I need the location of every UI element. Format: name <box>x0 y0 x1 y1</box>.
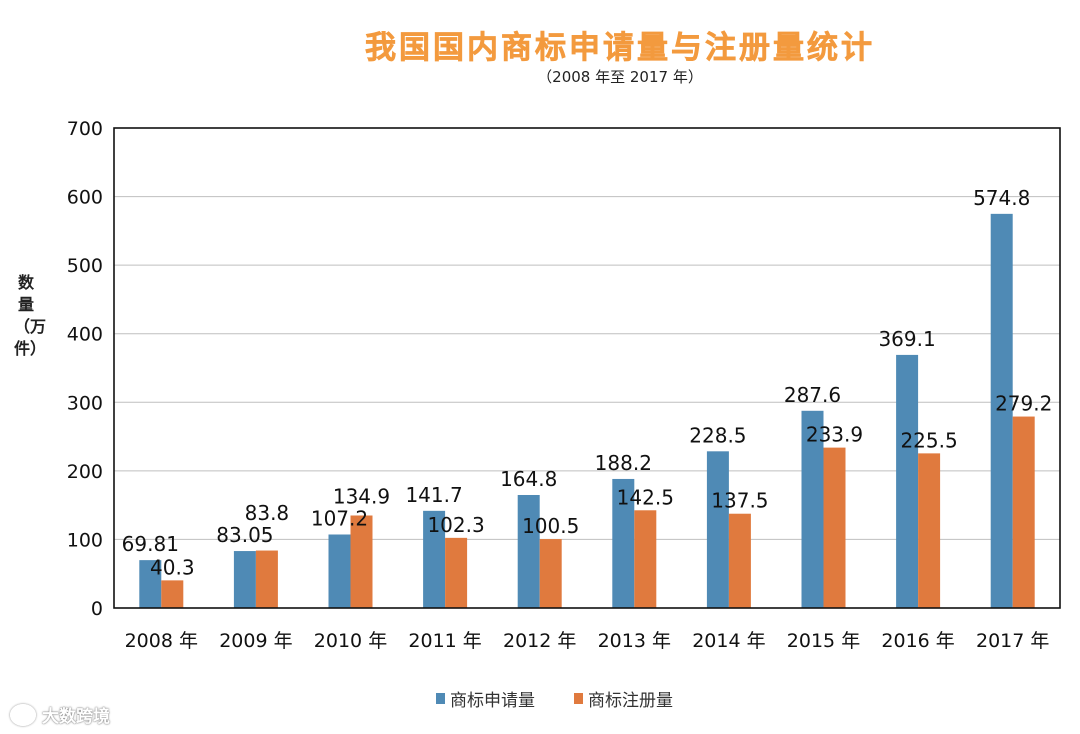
data-label-registrations: 142.5 <box>617 485 674 509</box>
data-label-registrations: 279.2 <box>995 392 1052 416</box>
y-axis-label: 数量（万件） <box>14 273 47 358</box>
data-label-registrations: 137.5 <box>711 489 768 513</box>
bars <box>139 213 1035 608</box>
y-tick-label: 400 <box>67 324 103 346</box>
bar-applications <box>706 451 729 608</box>
data-label-applications: 188.2 <box>595 451 652 475</box>
bar-applications <box>423 510 446 608</box>
bar-registrations <box>161 580 184 608</box>
plot-frame <box>113 127 1061 609</box>
y-tick-label: 300 <box>67 392 103 414</box>
legend-swatch-registrations <box>574 693 583 704</box>
bar-applications <box>517 494 540 608</box>
legend-item-registrations: 商标注册量 <box>574 686 673 711</box>
x-tick-label: 2011 年 <box>408 630 481 652</box>
y-tick-label: 100 <box>67 529 103 551</box>
data-label-applications: 83.05 <box>216 523 273 547</box>
y-tick-label: 500 <box>67 255 103 277</box>
data-label-applications: 107.2 <box>311 506 368 530</box>
legend-label-registrations: 商标注册量 <box>588 691 673 711</box>
y-tick-label: 200 <box>67 461 103 483</box>
x-tick-label: 2012 年 <box>503 630 576 652</box>
bar-applications <box>990 213 1013 608</box>
data-label-applications: 164.8 <box>500 467 557 491</box>
data-label-registrations: 40.3 <box>150 555 195 579</box>
data-label-applications: 574.8 <box>973 186 1030 210</box>
bar-registrations <box>445 537 468 608</box>
data-label-registrations: 233.9 <box>806 423 863 447</box>
y-tick-label: 0 <box>91 598 103 620</box>
bar-applications <box>896 354 919 608</box>
x-tick-label: 2009 年 <box>219 630 292 652</box>
tick-labels: 0 100 200 300 400 500 600 700 2008 年 2009 年 2010 年… <box>67 118 1050 652</box>
data-label-applications: 369.1 <box>878 327 935 351</box>
data-label-registrations: 102.3 <box>427 513 484 537</box>
bar-registrations <box>539 539 562 608</box>
bar-applications <box>328 534 351 608</box>
x-tick-label: 2017 年 <box>976 630 1049 652</box>
legend-label-applications: 商标申请量 <box>450 691 535 711</box>
x-tick-label: 2014 年 <box>692 630 765 652</box>
data-label-applications: 287.6 <box>784 383 841 407</box>
x-tick-label: 2016 年 <box>881 630 954 652</box>
chart-subtitle: （2008 年至 2017 年） <box>537 68 703 86</box>
watermark: 大数跨境 <box>10 702 110 727</box>
legend-swatch-applications <box>436 693 445 704</box>
x-tick-label: 2008 年 <box>125 630 198 652</box>
data-label-registrations: 134.9 <box>333 484 390 508</box>
chart-title: 我国国内商标申请量与注册量统计 <box>365 30 875 67</box>
bar-registrations <box>350 515 373 608</box>
data-label-registrations: 83.8 <box>245 501 290 525</box>
bar-registrations <box>634 510 657 608</box>
y-tick-label: 700 <box>67 118 103 140</box>
watermark-text: 大数跨境 <box>42 707 110 727</box>
data-label-registrations: 225.5 <box>900 428 957 452</box>
bar-registrations <box>728 513 751 608</box>
x-tick-label: 2010 年 <box>314 630 387 652</box>
bar-registrations <box>255 550 278 608</box>
watermark-logo-icon <box>10 703 36 726</box>
bar-registrations <box>823 447 846 608</box>
y-tick-label: 600 <box>67 187 103 209</box>
bar-applications <box>139 560 162 608</box>
x-tick-label: 2013 年 <box>598 630 671 652</box>
bar-registrations <box>918 453 941 608</box>
data-label-applications: 141.7 <box>405 483 462 507</box>
data-label-applications: 228.5 <box>689 423 746 447</box>
bar-applications <box>233 551 256 608</box>
data-label-registrations: 100.5 <box>522 514 579 538</box>
legend-item-applications: 商标申请量 <box>436 686 535 711</box>
bar-registrations <box>1012 416 1035 608</box>
x-tick-label: 2015 年 <box>787 630 860 652</box>
data-label-applications: 69.81 <box>122 532 179 556</box>
bar-applications <box>801 410 824 608</box>
bar-applications <box>612 478 635 608</box>
